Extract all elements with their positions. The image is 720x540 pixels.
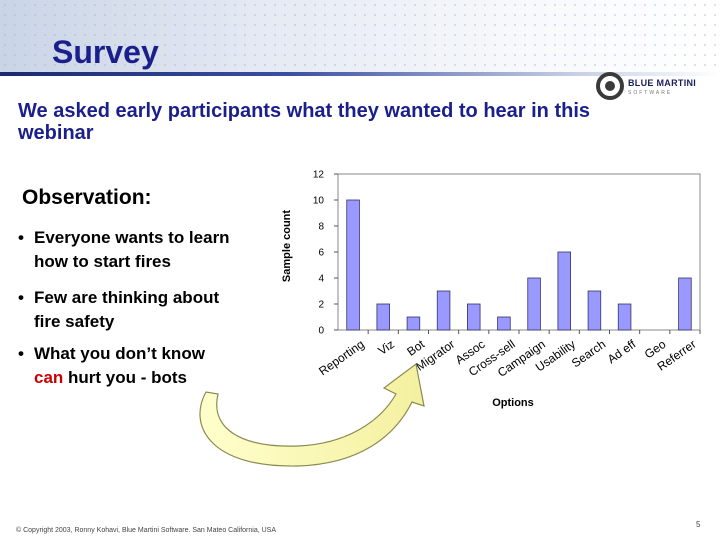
bullet-text: What you don’t know xyxy=(34,344,205,363)
y-axis-label: Sample count xyxy=(281,210,293,282)
y-tick-label: 0 xyxy=(318,326,324,337)
bullet-text: hurt you - bots xyxy=(63,368,188,387)
bar xyxy=(406,316,421,331)
logo-subtext: SOFTWARE xyxy=(628,90,673,96)
x-tick-label: Viz xyxy=(375,337,397,358)
bullet-text: Everyone wants to learn xyxy=(34,228,230,247)
slide-subtitle: We asked early participants what they wa… xyxy=(18,100,591,144)
x-axis-label: Options xyxy=(492,397,534,409)
bullet-red-word: can xyxy=(34,368,64,387)
x-tick-label: Search xyxy=(569,337,608,370)
bar xyxy=(587,290,602,331)
y-tick-label: 2 xyxy=(318,300,324,311)
x-tick-label: Ad eff xyxy=(605,337,639,367)
bar xyxy=(557,251,571,331)
footer-copyright: © Copyright 2003, Ronny Kohavi, Blue Mar… xyxy=(16,527,277,534)
bullet-dot: • xyxy=(18,288,24,307)
observation-heading: Observation: xyxy=(22,186,152,209)
y-tick-label: 8 xyxy=(318,222,324,233)
bullet-text: how to start fires xyxy=(34,252,171,271)
page-title: Survey xyxy=(52,34,159,70)
y-tick-label: 10 xyxy=(313,196,325,207)
logo-text: BLUE MARTINI xyxy=(628,78,697,88)
bar xyxy=(346,199,360,331)
plot-area xyxy=(337,173,701,331)
company-logo: BLUE MARTINI SOFTWARE xyxy=(596,70,712,104)
bar xyxy=(436,290,451,331)
bullet-dot: • xyxy=(18,344,24,363)
bullet-text: fire safety xyxy=(34,312,115,331)
bar xyxy=(527,277,541,331)
y-tick-label: 6 xyxy=(318,248,324,259)
bar xyxy=(467,303,481,331)
bullet-text: Few are thinking about xyxy=(34,288,220,307)
header-divider xyxy=(0,72,720,76)
curved-arrow xyxy=(199,362,425,467)
bar xyxy=(497,316,511,331)
bar xyxy=(376,303,390,331)
page-number: 5 xyxy=(696,520,701,529)
header-band xyxy=(0,0,720,72)
y-tick-label: 12 xyxy=(313,170,325,181)
y-tick-label: 4 xyxy=(318,274,324,285)
bar xyxy=(617,303,632,331)
bullet-dot: • xyxy=(18,228,24,247)
bar xyxy=(678,277,692,331)
logo-ring-icon xyxy=(596,72,624,100)
